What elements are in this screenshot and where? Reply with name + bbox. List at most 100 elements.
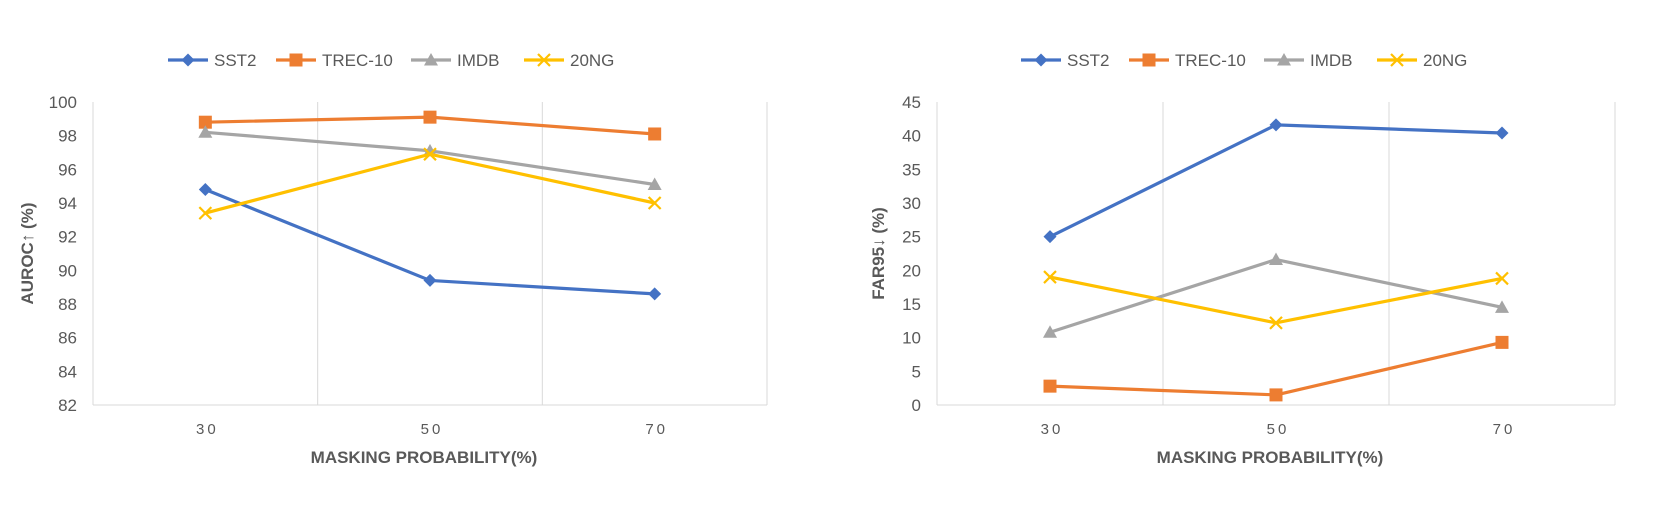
- y-tick-label: 100: [49, 93, 77, 112]
- y-tick-label: 45: [902, 93, 921, 112]
- x-tick-label: 50: [421, 421, 444, 438]
- data-point-trec-10: [423, 110, 437, 124]
- data-point-20ng-stroke-b: [1495, 271, 1509, 286]
- legend-label: SST2: [1067, 51, 1110, 70]
- data-point-20ng: [647, 196, 662, 210]
- legend: SST2 TREC-10 IMDB 20NG: [1021, 51, 1467, 70]
- legend-marker-sst2: [181, 53, 195, 67]
- legend-marker-20ng-stroke-b: [537, 53, 551, 67]
- data-point-20ng-stroke-b: [198, 206, 213, 220]
- data-point-sst2: [423, 273, 437, 287]
- series-sst2: [1043, 118, 1509, 244]
- y-tick-label: 98: [58, 127, 77, 146]
- legend: SST2 TREC-10 IMDB 20NG: [168, 51, 614, 70]
- far95-chart: 0 5 10 15 20 25 30 35 40 45 30 50 70 MASKING PROBABIL…: [869, 51, 1616, 467]
- legend-item-20ng: 20NG: [1377, 51, 1467, 70]
- series-imdb: [198, 125, 662, 190]
- legend-item-imdb: IMDB: [1264, 51, 1353, 70]
- data-point-20ng-stroke-b: [1269, 316, 1283, 330]
- legend-marker-trec-10: [1142, 53, 1156, 67]
- auroc-chart: 82 84 86 88 90 92 94 96 98 100 30 50 70 MASKING PROBA…: [18, 51, 768, 467]
- y-tick-label: 88: [58, 295, 77, 314]
- y-tick-label: 5: [912, 362, 921, 381]
- data-point-imdb: [1043, 325, 1057, 338]
- x-tick-label: 70: [645, 421, 668, 438]
- data-point-imdb: [1495, 300, 1509, 313]
- legend-item-sst2: SST2: [168, 51, 257, 70]
- data-point-sst2: [1269, 118, 1283, 132]
- legend-label: 20NG: [570, 51, 614, 70]
- legend-item-imdb: IMDB: [411, 51, 500, 70]
- x-tick-label: 30: [1041, 421, 1064, 438]
- y-tick-label: 90: [58, 261, 77, 280]
- legend-label: 20NG: [1423, 51, 1467, 70]
- y-tick-label: 10: [902, 329, 921, 348]
- data-point-20ng: [1269, 316, 1283, 330]
- series-imdb: [1043, 252, 1509, 338]
- data-point-trec-10: [648, 127, 662, 141]
- y-axis-title: AUROC↑ (%): [18, 203, 37, 305]
- legend-item-20ng: 20NG: [524, 51, 614, 70]
- x-axis-title: MASKING PROBABILITY(%): [1157, 448, 1384, 467]
- data-point-trec-10: [1495, 335, 1509, 349]
- data-point-sst2: [648, 287, 662, 301]
- y-tick-label: 20: [902, 261, 921, 280]
- legend-marker-20ng: [537, 53, 551, 67]
- y-tick-label: 92: [58, 228, 77, 247]
- legend-item-trec-10: TREC-10: [1129, 51, 1246, 70]
- data-point-20ng-stroke-b: [1043, 270, 1057, 284]
- data-point-20ng: [423, 147, 437, 161]
- legend-item-sst2: SST2: [1021, 51, 1110, 70]
- data-point-imdb: [1269, 252, 1283, 266]
- series-line-20ng: [1048, 275, 1504, 325]
- data-point-sst2: [198, 183, 212, 197]
- series-sst2: [198, 183, 662, 301]
- data-point-sst2: [1043, 230, 1057, 244]
- legend-label: TREC-10: [322, 51, 393, 70]
- data-point-20ng-stroke-b: [423, 147, 437, 161]
- legend-label: SST2: [214, 51, 257, 70]
- y-tick-label: 35: [902, 160, 921, 179]
- legend-marker-20ng-stroke-b: [1390, 53, 1404, 67]
- data-point-trec-10: [1043, 379, 1057, 393]
- y-tick-label: 94: [58, 194, 77, 213]
- series-trec-10: [198, 110, 662, 141]
- data-point-20ng-stroke-b: [647, 196, 662, 210]
- series-line-20ng: [203, 152, 657, 215]
- series-20ng: [1043, 270, 1509, 330]
- legend-label: IMDB: [1310, 51, 1353, 70]
- y-tick-label: 30: [902, 194, 921, 213]
- y-tick-label: 86: [58, 329, 77, 348]
- x-tick-label: 50: [1267, 421, 1290, 438]
- x-tick-label: 30: [196, 421, 219, 438]
- legend-marker-imdb: [1277, 53, 1291, 66]
- series-20ng: [198, 147, 662, 220]
- y-tick-label: 0: [912, 396, 921, 415]
- series-trec-10: [1043, 335, 1509, 402]
- legend-marker-sst2: [1034, 53, 1048, 67]
- y-tick-label: 25: [902, 228, 921, 247]
- legend-marker-imdb: [424, 53, 438, 66]
- x-tick-label: 70: [1493, 421, 1516, 438]
- x-axis-title: MASKING PROBABILITY(%): [311, 448, 538, 467]
- data-point-imdb: [423, 143, 437, 157]
- data-point-trec-10: [1269, 388, 1283, 402]
- data-point-20ng: [198, 206, 213, 220]
- y-tick-label: 84: [58, 362, 77, 381]
- legend-marker-trec-10: [289, 53, 303, 67]
- series-line-sst2: [1048, 123, 1504, 239]
- data-point-trec-10: [198, 115, 212, 129]
- data-point-20ng: [1495, 271, 1509, 286]
- data-point-imdb: [198, 125, 213, 138]
- data-point-sst2: [1495, 126, 1509, 140]
- legend-item-trec-10: TREC-10: [276, 51, 393, 70]
- y-axis-title: FAR95↓ (%): [869, 207, 888, 300]
- y-tick-label: 40: [902, 127, 921, 146]
- data-point-imdb: [647, 177, 662, 190]
- series-line-trec-10: [1048, 340, 1504, 397]
- y-tick-label: 82: [58, 396, 77, 415]
- y-tick-label: 15: [902, 295, 921, 314]
- legend-label: TREC-10: [1175, 51, 1246, 70]
- y-tick-label: 96: [58, 160, 77, 179]
